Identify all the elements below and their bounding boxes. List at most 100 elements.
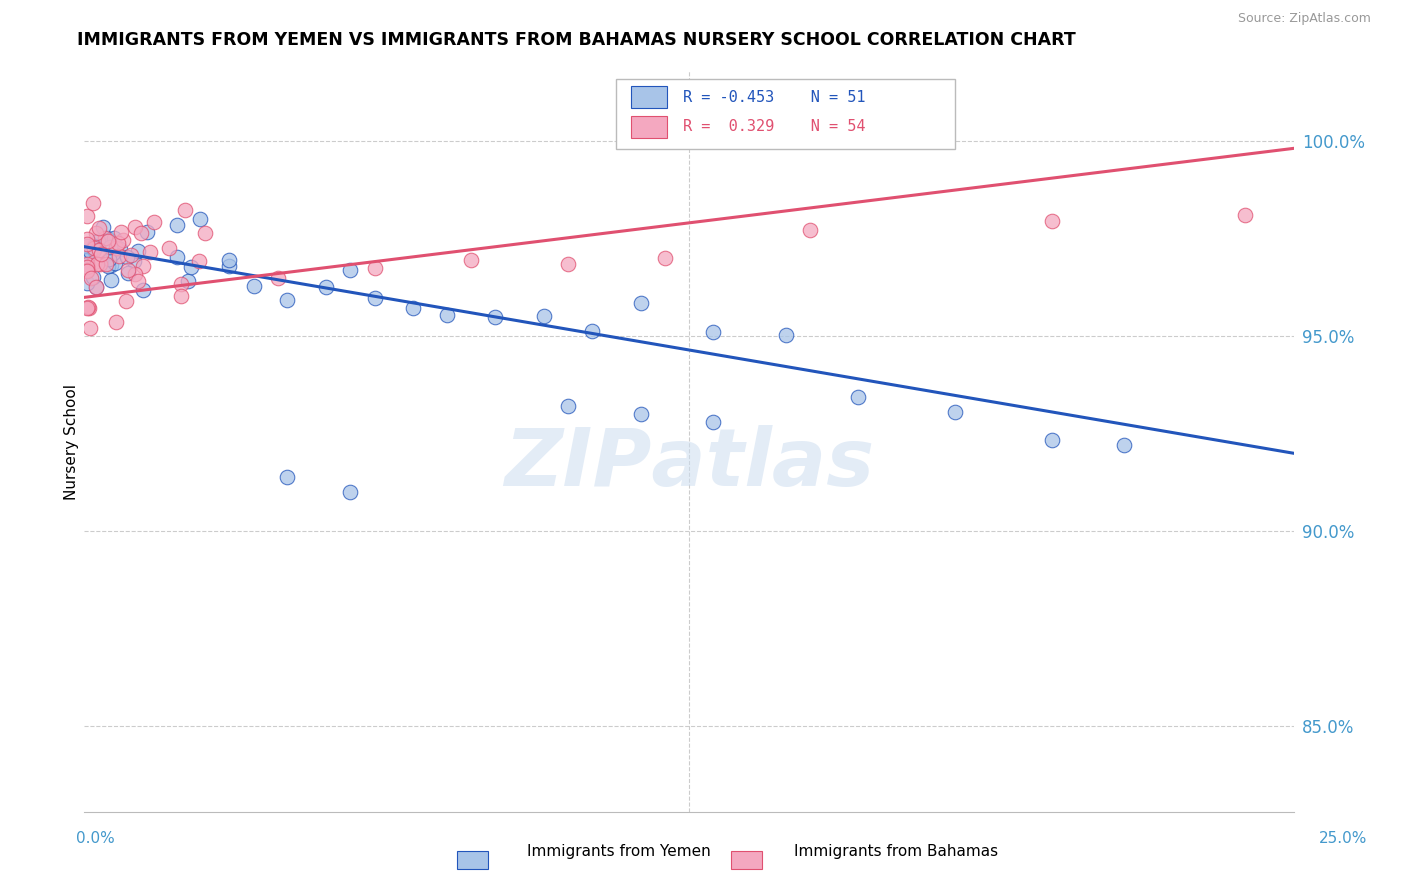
Point [630,407,652,421]
Point [77,301,100,315]
Point [702,415,724,429]
Point [76,239,98,253]
Point [101,246,124,260]
Point [86,257,108,271]
Point [557,257,579,271]
Point [276,469,298,483]
Point [402,301,425,315]
Point [76,252,98,267]
Point [177,274,200,288]
Point [105,241,128,255]
Point [170,289,193,303]
Point [108,242,131,256]
Point [97,259,120,273]
Point [97,252,120,267]
Point [83,240,105,254]
Point [82,196,104,211]
Point [194,226,217,240]
Point [174,203,197,218]
Point [115,293,138,308]
Point [76,300,98,314]
Point [846,391,869,405]
Point [76,257,98,271]
FancyBboxPatch shape [631,87,668,108]
Point [460,252,482,267]
Point [86,235,108,249]
Point [436,308,458,322]
Point [96,257,118,271]
Point [105,315,128,329]
Point [76,263,98,277]
Point [124,267,146,281]
Point [97,235,120,249]
Point [143,215,166,229]
Point [86,280,108,294]
Point [115,250,138,264]
Point [775,328,797,343]
Point [136,225,159,239]
Point [82,269,104,284]
Point [80,270,103,285]
Point [76,260,98,275]
Point [100,258,122,272]
Y-axis label: Nursery School: Nursery School [63,384,79,500]
Point [132,283,155,297]
Point [339,262,361,277]
Point [89,221,111,235]
Point [76,301,98,315]
Point [187,254,209,268]
Point [76,232,98,246]
FancyBboxPatch shape [631,116,668,138]
Point [91,219,114,234]
Text: R = -0.453    N = 51: R = -0.453 N = 51 [683,90,866,104]
Point [76,209,98,223]
Point [166,250,188,264]
Point [484,310,506,325]
Point [79,320,101,334]
Point [96,231,118,245]
Point [108,249,131,263]
Point [242,279,264,293]
Point [90,247,112,261]
Point [86,279,108,293]
Point [557,400,579,414]
Point [363,291,385,305]
Point [117,266,139,280]
Point [103,231,125,245]
Text: 25.0%: 25.0% [1319,831,1367,846]
Point [76,262,98,277]
Point [339,485,361,500]
Point [533,310,555,324]
Point [83,255,105,269]
Point [190,212,212,227]
Text: R =  0.329    N = 54: R = 0.329 N = 54 [683,120,866,135]
Point [127,274,149,288]
Point [110,225,132,239]
Point [100,240,122,254]
Point [1114,438,1136,452]
Text: ZIP​atlas: ZIP​atlas [503,425,875,503]
Point [1040,433,1063,447]
Point [76,276,98,290]
Point [89,257,111,271]
Point [86,226,108,240]
Point [1234,208,1257,222]
Point [315,280,337,294]
Point [276,293,298,308]
Point [630,296,652,310]
Point [129,226,152,240]
Point [83,238,105,252]
Point [157,241,180,255]
Text: Source: ZipAtlas.com: Source: ZipAtlas.com [1237,12,1371,25]
Point [180,260,202,275]
Point [127,244,149,258]
Point [124,219,146,234]
Point [702,325,724,339]
Text: Immigrants from Bahamas: Immigrants from Bahamas [794,845,998,859]
Point [943,405,966,419]
Point [104,255,127,269]
Point [799,223,821,237]
Point [76,236,98,251]
Point [166,218,188,232]
Point [83,244,105,258]
